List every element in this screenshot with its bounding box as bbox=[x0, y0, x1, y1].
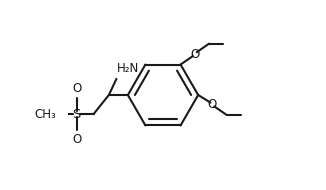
Text: O: O bbox=[72, 133, 81, 146]
Text: O: O bbox=[190, 48, 200, 61]
Text: S: S bbox=[72, 108, 81, 120]
Text: O: O bbox=[208, 98, 217, 111]
Text: O: O bbox=[72, 82, 81, 95]
Text: H₂N: H₂N bbox=[116, 62, 139, 75]
Text: CH₃: CH₃ bbox=[35, 108, 57, 120]
